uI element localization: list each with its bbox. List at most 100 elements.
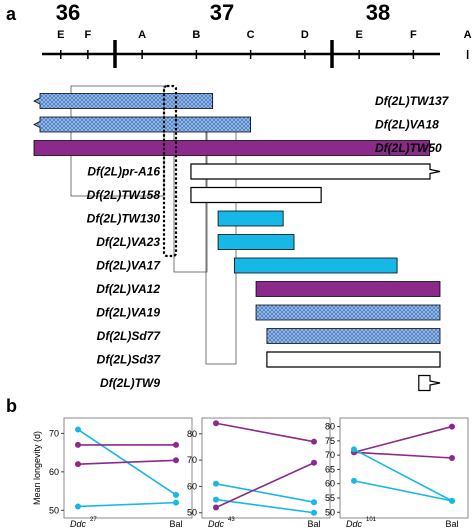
deficiency-label: Df(2L)pr-A16 [87,165,160,179]
data-point [75,503,81,510]
deficiency-bar [190,186,322,204]
deficiency-label: Df(2L)TW50 [375,141,442,155]
deficiency-bar [33,140,431,156]
map-band-label: F [85,29,92,41]
chart-1: 50 60 70 Ddc 27 Bal Mean longevity (d) [32,417,193,528]
deficiency-label: Df(2L)VA17 [96,259,161,273]
x-label: Ddc [70,519,87,528]
deficiency-bar [33,93,214,109]
panel-label-b: b [6,396,17,416]
chart-3: 50 55 60 65 70 75 80 Ddc 101 Bal [325,417,469,528]
deficiency-label: Df(2L)TW9 [100,376,160,390]
deficiency-label: Df(2L)TW158 [87,188,161,202]
series-line [215,498,315,514]
map-band-label: A [464,29,472,41]
map-band-label: E [57,29,64,41]
y-tick-label: 60 [187,481,197,491]
y-axis-label: Mean longevity (d) [32,431,42,505]
cytological-map: 363738EFABCDEFAB [42,0,472,68]
data-point [213,496,219,503]
map-major-label: 38 [366,0,390,25]
data-point [213,420,219,427]
y-tick-label: 50 [325,507,335,517]
data-point [351,446,357,453]
deficiency-bar [233,257,398,274]
map-band-label: F [410,29,417,41]
series-line [215,422,315,443]
map-band-label: D [301,29,309,41]
data-point [173,499,179,506]
series-line [77,501,177,508]
deficiency-label: Df(2L)TW137 [375,94,450,108]
y-tick-label: 65 [325,464,335,474]
series-line [215,462,315,509]
data-point [351,477,357,484]
series-line [215,483,315,503]
data-point [311,509,317,516]
y-tick-label: 60 [49,467,59,477]
data-point [213,504,219,511]
y-tick-label: 80 [187,429,197,439]
series-line [353,480,453,502]
deficiency-label: Df(2L)VA18 [375,118,439,132]
series-line [353,451,453,459]
y-tick-label: 80 [325,422,335,432]
y-tick-label: 70 [187,455,197,465]
series-line [353,425,453,454]
x-label: Ddc [346,519,363,528]
y-tick-label: 70 [325,450,335,460]
data-point [449,423,455,430]
y-tick-label: 55 [325,493,335,503]
x-label-superscript: 27 [90,517,97,523]
deficiency-label: Df(2L)VA23 [96,235,160,249]
deficiency-bar [266,351,441,368]
deficiency-label: Df(2L)Sd37 [97,353,162,367]
map-band-label: A [138,29,146,41]
deficiency-bar [33,116,252,133]
y-tick-label: 75 [325,436,335,446]
deficiency-label: Df(2L)Sd77 [97,329,162,343]
data-point [75,461,81,468]
chart-frame [201,417,331,519]
deficiency-label: Df(2L)TW130 [87,212,161,226]
data-point [449,497,455,504]
deficiency-bars: Df(2L)TW137 Df(2L)VA18 Df(2L)TW50 Df(2L)pr-… [33,93,450,392]
deficiency-label: Df(2L)VA12 [96,282,160,296]
map-major-label: 36 [56,0,80,25]
x-label: Ddc [208,519,225,528]
deficiency-bar [266,328,441,344]
data-point [173,441,179,448]
data-point [75,441,81,448]
x-label-superscript: 101 [366,517,377,523]
deficiency-bar [255,281,441,297]
map-band-label: E [355,29,362,41]
deficiency-label: Df(2L)VA19 [96,306,160,320]
series-line [353,448,453,502]
y-tick-label: 50 [49,505,59,515]
x-label: Bal [445,519,458,528]
data-point [311,438,317,445]
data-point [173,491,179,498]
x-label: Bal [307,519,320,528]
map-band-label: C [247,29,255,41]
data-point [75,426,81,433]
data-point [213,480,219,487]
x-label-superscript: 43 [228,517,235,523]
chart-frame [63,417,193,519]
y-tick-label: 50 [187,508,197,518]
series-line [77,459,177,465]
x-label: Bal [169,519,182,528]
data-point [311,499,317,506]
data-point [449,455,455,461]
data-point [311,459,317,466]
deficiency-bar [217,234,295,250]
deficiency-bar [190,163,441,180]
y-tick-label: 70 [49,428,59,438]
map-major-label: 37 [210,0,234,25]
deficiency-bar [217,210,284,227]
chart-frame [339,417,469,519]
deficiency-bar [418,374,441,392]
panel-label-a: a [6,4,17,24]
